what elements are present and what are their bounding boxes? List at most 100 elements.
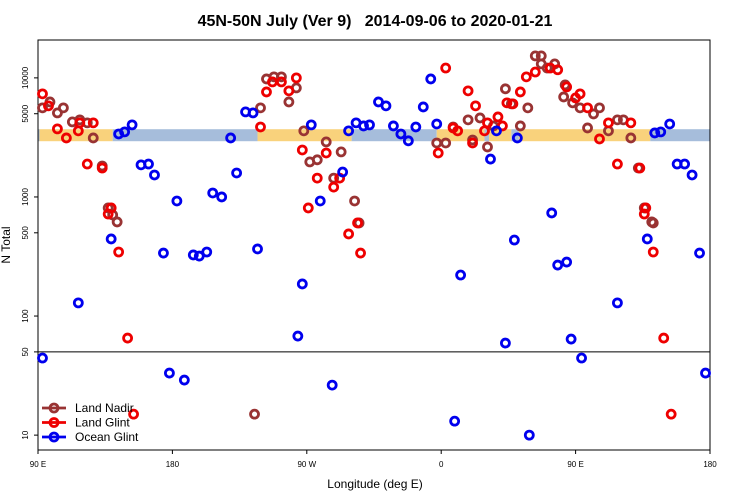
point: [87, 117, 99, 129]
point: [283, 85, 295, 97]
surface-band: [38, 129, 40, 142]
point: [647, 217, 659, 229]
point: [96, 162, 108, 174]
point: [311, 154, 323, 166]
point: [105, 202, 117, 214]
point: [432, 147, 444, 159]
point: [665, 408, 677, 420]
point: [440, 62, 452, 74]
point: [74, 117, 86, 129]
y-tick-label: 10000: [21, 66, 30, 89]
point: [640, 202, 652, 214]
point: [576, 352, 587, 364]
point: [296, 278, 308, 290]
point: [111, 216, 123, 228]
point: [87, 132, 99, 144]
point: [449, 415, 461, 427]
legend-marker: [48, 417, 60, 428]
point: [492, 111, 504, 123]
point: [500, 83, 511, 95]
point: [364, 119, 375, 131]
point: [320, 147, 332, 159]
point: [328, 181, 340, 193]
y-tick-label: 5000: [21, 104, 30, 122]
point: [612, 114, 623, 126]
point: [343, 125, 355, 137]
point: [128, 408, 139, 420]
point: [482, 117, 493, 129]
point: [588, 108, 599, 120]
y-tick-label: 50: [21, 347, 30, 356]
point: [474, 112, 486, 124]
point: [158, 247, 169, 259]
point: [43, 100, 54, 112]
point: [694, 247, 705, 259]
point: [320, 136, 332, 148]
point: [582, 122, 593, 134]
point: [491, 125, 502, 137]
point: [594, 102, 605, 114]
point: [582, 102, 593, 114]
point: [574, 88, 586, 100]
x-tick-label: 180: [703, 460, 717, 469]
surface-band: [488, 129, 512, 142]
point: [72, 297, 84, 309]
point: [440, 137, 452, 149]
point: [552, 64, 564, 76]
point: [292, 330, 304, 342]
point: [207, 187, 219, 199]
point: [216, 191, 228, 203]
point: [60, 132, 72, 144]
point: [302, 202, 314, 214]
point: [625, 132, 637, 144]
point: [501, 97, 513, 109]
point: [113, 246, 125, 258]
point: [625, 117, 637, 129]
point: [105, 233, 117, 245]
point: [641, 233, 653, 245]
point: [57, 102, 69, 114]
point: [261, 86, 272, 98]
point: [178, 374, 190, 386]
point: [37, 352, 48, 364]
point: [431, 118, 443, 130]
point: [255, 121, 266, 133]
point: [349, 195, 360, 207]
point: [508, 234, 520, 246]
legend-marker: [48, 431, 60, 443]
point: [247, 107, 259, 119]
x-tick-label: 180: [166, 460, 180, 469]
point: [81, 158, 93, 170]
point: [276, 71, 287, 83]
point: [507, 98, 519, 110]
point: [520, 71, 532, 83]
point: [335, 146, 347, 158]
point: [305, 119, 317, 131]
point: [290, 72, 302, 84]
point: [225, 132, 237, 144]
y-tick-label: 10: [21, 430, 30, 439]
point: [561, 81, 573, 93]
y-tick-label: 1000: [21, 188, 30, 206]
point: [276, 76, 287, 88]
point: [164, 367, 175, 379]
point: [119, 126, 131, 138]
point: [201, 246, 213, 258]
point: [482, 141, 493, 153]
point: [647, 246, 659, 258]
legend-label: Ocean Glint: [75, 430, 139, 444]
legend-marker: [48, 402, 60, 414]
point: [561, 256, 573, 268]
x-tick-label: 90 E: [30, 460, 46, 469]
point: [311, 172, 323, 184]
point: [546, 207, 558, 219]
point: [296, 144, 308, 156]
point: [523, 429, 535, 441]
legend-label: Land Glint: [75, 416, 130, 430]
point: [462, 85, 474, 97]
point: [700, 367, 711, 379]
point: [658, 332, 670, 344]
point: [649, 127, 661, 139]
point: [565, 333, 577, 345]
